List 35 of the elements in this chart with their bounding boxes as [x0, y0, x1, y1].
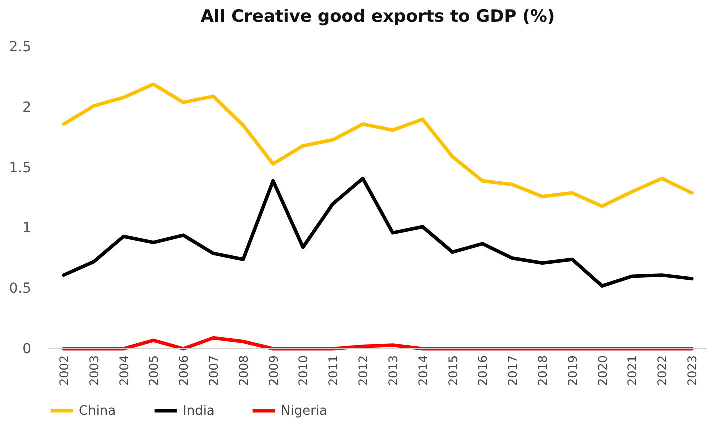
- x-tick-label: 2011: [326, 356, 341, 386]
- line-series: [62, 176, 694, 288]
- x-tick-label: 2019: [566, 356, 580, 386]
- x-tick-label: 2004: [117, 356, 132, 386]
- x-tick-label: 2012: [356, 356, 371, 386]
- legend-label: India: [183, 404, 215, 419]
- x-tick-label: 2015: [446, 356, 460, 386]
- y-tick-label: 0.5: [9, 281, 32, 298]
- x-tick-label: 2002: [57, 356, 72, 386]
- x-tick-label: 2022: [656, 356, 670, 386]
- x-tick-label: 2005: [147, 356, 162, 386]
- x-tick-label: 2014: [416, 356, 430, 386]
- x-tick-label: 2020: [596, 356, 610, 386]
- x-tick-label: 2010: [296, 356, 311, 386]
- x-tick-label: 2017: [506, 356, 520, 386]
- chart-title: All Creative good exports to GDP (%): [200, 7, 556, 27]
- line-series: [62, 82, 694, 208]
- legend-label: Nigeria: [281, 404, 328, 419]
- x-tick-label: 2018: [536, 356, 550, 386]
- y-tick-label: 0: [22, 342, 32, 358]
- y-tick-label: 2: [22, 100, 32, 116]
- x-tick-label: 2023: [686, 356, 700, 386]
- line-series: [62, 336, 694, 351]
- x-tick-label: 2003: [87, 356, 102, 386]
- y-tick-label: 1: [22, 220, 32, 237]
- x-tick-label: 2008: [236, 356, 251, 386]
- x-tick-label: 2007: [207, 356, 221, 386]
- y-tick-label: 2.5: [9, 40, 32, 56]
- y-tick-label: 1.5: [9, 160, 32, 176]
- legend-label: China: [79, 404, 116, 419]
- x-tick-label: 2016: [476, 356, 490, 386]
- x-tick-label: 2021: [626, 356, 640, 386]
- x-tick-label: 2006: [177, 356, 192, 386]
- x-tick-label: 2013: [386, 356, 400, 386]
- x-tick-label: 2009: [266, 356, 281, 386]
